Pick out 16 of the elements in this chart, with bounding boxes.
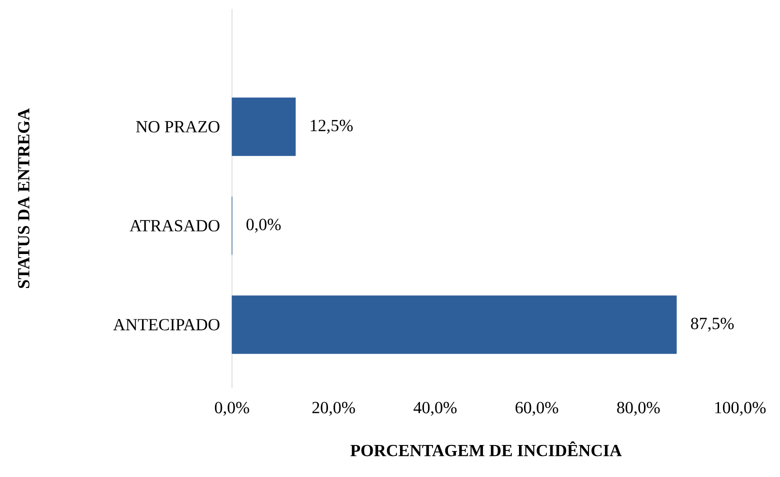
- y-axis-title: STATUS DA ENTREGA: [18, 108, 30, 288]
- bar: [232, 295, 677, 354]
- x-tick-label: 80,0%: [617, 402, 660, 416]
- x-tick-label: 40,0%: [414, 402, 457, 416]
- x-tick-label: 20,0%: [312, 402, 355, 416]
- data-label: 87,5%: [691, 318, 734, 332]
- data-label: 12,5%: [310, 120, 353, 134]
- x-axis-title: PORCENTAGEM DE INCIDÊNCIA: [350, 441, 622, 456]
- bar: [232, 98, 296, 156]
- y-tick-label: NO PRAZO: [136, 121, 220, 132]
- x-tick-label: 0,0%: [214, 402, 250, 416]
- y-tick-label: ANTECIPADO: [113, 318, 220, 330]
- y-tick-label: ATRASADO: [130, 220, 220, 232]
- x-tick-label: 60,0%: [516, 402, 558, 416]
- x-tick-label: 100,0%: [715, 402, 766, 416]
- data-label: 0,0%: [246, 218, 281, 233]
